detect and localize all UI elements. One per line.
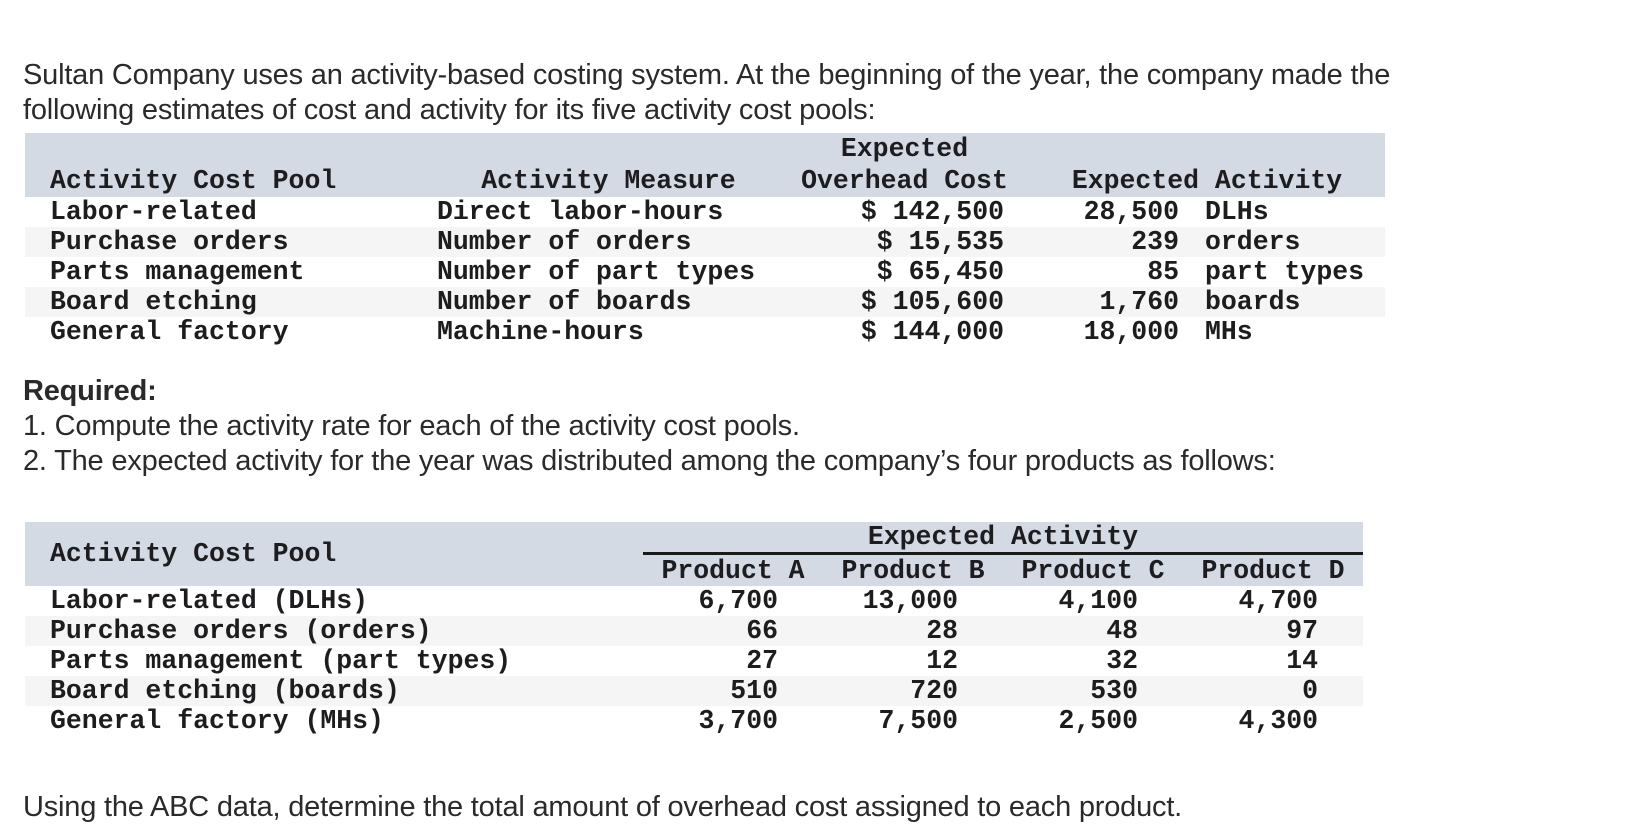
product-b-cell: 7,500 <box>878 706 958 736</box>
product-b-cell: 720 <box>910 676 958 706</box>
activity-unit-cell: orders <box>1205 227 1301 257</box>
intro-line-2: following estimates of cost and activity… <box>23 94 876 126</box>
product-b-cell: 12 <box>926 646 958 676</box>
product-b-header: Product B <box>823 553 1003 586</box>
activity-qty-cell: 1,760 <box>1099 287 1179 317</box>
expected-overhead-header-line2: Overhead Cost <box>780 165 1029 197</box>
closing-instruction: Using the ABC data, determine the total … <box>23 791 1183 823</box>
product-a-cell: 6,700 <box>698 586 778 616</box>
table2-header-row-2: Product A Product B Product C Product D <box>25 553 1364 586</box>
activity-unit-cell: MHs <box>1205 317 1253 347</box>
table2-header-row-1: Activity Cost Pool Expected Activity <box>25 522 1364 586</box>
spacer-cell <box>437 133 780 165</box>
spacer-cell <box>25 133 437 165</box>
table-row: General factory (MHs) 3,700 7,500 2,500 … <box>25 706 1363 736</box>
activity-cost-pool-cell: Labor-related (DLHs) <box>50 586 369 616</box>
table-row: Parts management Number of part types $ … <box>25 257 1385 287</box>
product-c-header: Product C <box>1003 553 1183 586</box>
required-section: Required: 1. Compute the activity rate f… <box>23 374 1583 479</box>
activity-cost-pool-cell: General factory (MHs) <box>50 706 384 736</box>
activity-cost-pool-cell: Purchase orders (orders) <box>50 616 432 646</box>
expected-overhead-header-line1: Expected <box>780 133 1029 165</box>
table-row: Purchase orders Number of orders $ 15,53… <box>25 227 1385 257</box>
overhead-cost-cell: $ 15,535 <box>876 227 1004 257</box>
table-row: Labor-related Direct labor-hours $ 142,5… <box>25 197 1385 227</box>
product-c-cell: 2,500 <box>1058 706 1138 736</box>
activity-cost-pool-cell: Board etching (boards) <box>50 676 400 706</box>
activity-unit-cell: DLHs <box>1205 197 1269 227</box>
table-row: General factory Machine-hours $ 144,000 … <box>25 317 1385 347</box>
expected-activity-group-header: Expected Activity <box>643 522 1364 555</box>
product-d-cell: 97 <box>1286 616 1319 646</box>
expected-activity-by-product-table: Activity Cost Pool Expected Activity Pro… <box>25 522 1364 736</box>
activity-measure-header: Activity Measure <box>437 165 780 197</box>
intro-line-1: Sultan Company uses an activity-based co… <box>23 59 1391 91</box>
overhead-cost-cell: $ 65,450 <box>876 257 1004 287</box>
table-row: Labor-related (DLHs) 6,700 13,000 4,100 … <box>25 586 1363 616</box>
activity-cost-pool-cell: Parts management <box>50 257 305 287</box>
overhead-cost-cell: $ 142,500 <box>860 197 1004 227</box>
activity-cost-pool-cell: Board etching <box>50 287 257 317</box>
product-b-cell: 28 <box>926 616 958 646</box>
product-d-cell: 14 <box>1286 646 1319 676</box>
product-a-header: Product A <box>643 553 823 586</box>
product-a-cell: 3,700 <box>698 706 778 736</box>
expected-activity-header: Expected Activity <box>1029 165 1385 197</box>
overhead-cost-cell: $ 105,600 <box>860 287 1004 317</box>
activity-cost-pool-cell: General factory <box>50 317 289 347</box>
activity-cost-pool-cell: Labor-related <box>50 197 257 227</box>
product-d-header: Product D <box>1183 553 1364 586</box>
overhead-cost-cell: $ 144,000 <box>860 317 1004 347</box>
activity-cost-pool-cell: Parts management (part types) <box>50 646 512 676</box>
product-c-cell: 4,100 <box>1058 586 1138 616</box>
table1-header-row-1: Expected <box>25 133 1385 165</box>
product-a-cell: 66 <box>746 616 778 646</box>
table-row: Board etching Number of boards $ 105,600… <box>25 287 1385 317</box>
table1-header-row-2: Activity Cost Pool Activity Measure Over… <box>25 165 1385 197</box>
product-a-cell: 27 <box>746 646 778 676</box>
spacer-cell <box>1029 133 1385 165</box>
required-item-1: 1. Compute the activity rate for each of… <box>23 410 800 442</box>
product-c-cell: 32 <box>1106 646 1138 676</box>
activity-qty-cell: 18,000 <box>1083 317 1179 347</box>
activity-qty-cell: 239 <box>1131 227 1179 257</box>
activity-qty-cell: 85 <box>1147 257 1179 287</box>
activity-measure-cell: Direct labor-hours <box>437 197 724 227</box>
activity-unit-cell: boards <box>1205 287 1301 317</box>
required-heading: Required: <box>23 375 157 407</box>
table-row: Board etching (boards) 510 720 530 0 <box>25 676 1364 706</box>
activity-measure-cell: Number of part types <box>437 257 756 287</box>
product-d-cell: 4,300 <box>1238 706 1319 736</box>
product-a-cell: 510 <box>730 676 778 706</box>
product-c-cell: 530 <box>1090 676 1138 706</box>
product-b-cell: 13,000 <box>862 586 958 616</box>
activity-measure-cell: Number of boards <box>437 287 692 317</box>
activity-cost-pool-header: Activity Cost Pool <box>25 522 643 586</box>
table-row: Parts management (part types) 27 12 32 1… <box>25 646 1363 676</box>
table-row: Purchase orders (orders) 66 28 48 97 <box>25 616 1364 646</box>
activity-qty-cell: 28,500 <box>1083 197 1179 227</box>
intro-paragraph: Sultan Company uses an activity-based co… <box>23 58 1583 128</box>
product-c-cell: 48 <box>1106 616 1138 646</box>
required-item-2: 2. The expected activity for the year wa… <box>23 445 1276 477</box>
activity-cost-pool-header: Activity Cost Pool <box>25 165 437 197</box>
cost-pool-estimates-table: Expected Activity Cost Pool Activity Mea… <box>25 133 1385 347</box>
activity-measure-cell: Number of orders <box>437 227 692 257</box>
activity-unit-cell: part types <box>1205 257 1365 287</box>
product-d-cell: 4,700 <box>1238 586 1319 616</box>
product-d-cell: 0 <box>1302 676 1319 706</box>
activity-measure-cell: Machine-hours <box>437 317 644 347</box>
activity-cost-pool-cell: Purchase orders <box>50 227 289 257</box>
